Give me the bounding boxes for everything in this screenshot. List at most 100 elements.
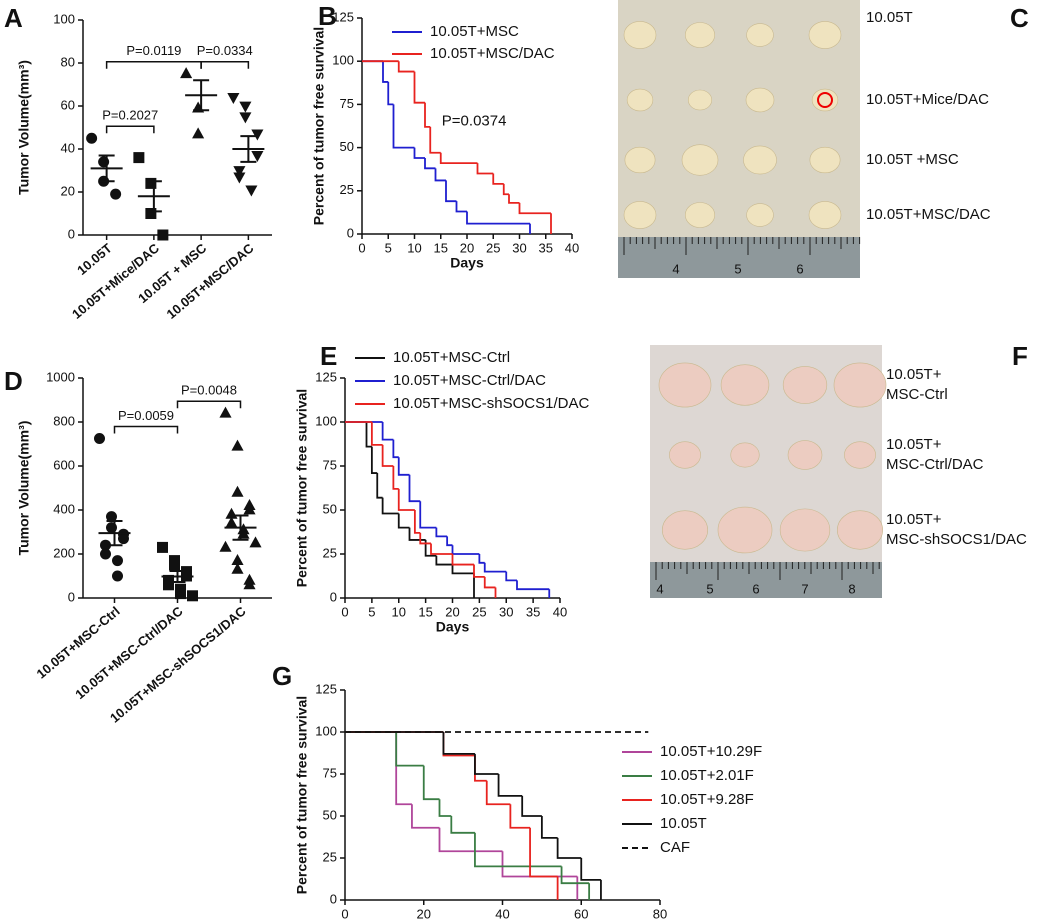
significance-bracket xyxy=(176,400,242,409)
y-axis-label: Percent of tumor free survival xyxy=(294,389,310,587)
x-tick-label: 15 xyxy=(434,240,448,255)
survival-step xyxy=(422,765,440,801)
tumor xyxy=(779,508,831,552)
data-point xyxy=(157,229,169,241)
survival-step xyxy=(473,564,485,578)
survival-step xyxy=(370,422,383,446)
tumor xyxy=(809,146,841,174)
y-tick-label: 125 xyxy=(332,9,354,24)
data-point xyxy=(231,554,244,565)
survival-step xyxy=(474,832,562,868)
survival-step xyxy=(413,71,425,104)
x-tick-label: 10.05T+MSC/DAC xyxy=(164,240,257,322)
survival-step xyxy=(438,827,503,853)
ruler-label: 8 xyxy=(848,581,855,596)
survival-step xyxy=(483,576,496,589)
survival-step xyxy=(424,157,436,170)
panel-letter: G xyxy=(272,661,292,691)
p-value: P=0.0048 xyxy=(181,383,237,398)
x-tick-label: 0 xyxy=(341,906,348,919)
data-point xyxy=(231,562,244,574)
photo-label: 10.05T+Mice/DAC xyxy=(866,91,989,108)
mean-sem xyxy=(232,135,265,163)
data-point xyxy=(100,548,111,560)
survival-step xyxy=(474,755,487,782)
x-axis-label: Days xyxy=(450,255,484,271)
legend-label: 10.05T+9.28F xyxy=(660,791,754,808)
y-tick-label: 75 xyxy=(323,457,337,472)
survival-step xyxy=(381,422,394,441)
survival-step xyxy=(529,827,558,878)
ruler xyxy=(650,562,882,598)
data-point xyxy=(169,559,180,571)
photo-label: 10.05T+ xyxy=(886,436,942,453)
survival-step xyxy=(474,753,499,775)
survival-step xyxy=(392,104,415,149)
survival-step xyxy=(413,510,421,534)
ruler-label: 7 xyxy=(801,581,808,596)
data-point xyxy=(219,406,232,418)
x-tick-label: 30 xyxy=(512,240,526,255)
photo-label: 10.05T +MSC xyxy=(866,151,959,168)
x-tick-label: 5 xyxy=(368,604,375,619)
y-tick-label: 100 xyxy=(53,11,75,26)
survival-step xyxy=(518,202,551,215)
ruler xyxy=(618,237,860,278)
tumor xyxy=(833,362,887,408)
data-point xyxy=(187,590,198,602)
y-axis-label: Percent of tumor free survival xyxy=(294,696,310,894)
ruler-label: 5 xyxy=(734,261,741,276)
ruler-label: 6 xyxy=(752,581,759,596)
data-point xyxy=(175,588,186,600)
p-value: P=0.2027 xyxy=(102,108,158,123)
tumor xyxy=(681,144,719,176)
data-point xyxy=(94,433,105,444)
tumor xyxy=(626,88,654,112)
data-point xyxy=(231,485,244,497)
y-tick-label: 75 xyxy=(340,96,354,111)
x-tick-label: 5 xyxy=(385,240,392,255)
y-tick-label: 100 xyxy=(315,413,337,428)
data-point xyxy=(106,511,117,523)
tumor xyxy=(746,203,774,227)
ruler-label: 5 xyxy=(706,581,713,596)
tumor xyxy=(837,510,883,550)
survival-step xyxy=(381,444,394,467)
legend-label: 10.05T+2.01F xyxy=(660,767,754,784)
data-point xyxy=(251,151,264,163)
tumor xyxy=(808,201,842,229)
survival-step xyxy=(580,858,601,881)
x-tick-label: 20 xyxy=(460,240,474,255)
data-point xyxy=(251,129,264,141)
panel-letter: A xyxy=(4,3,23,33)
survival-step xyxy=(505,571,517,582)
survival-step xyxy=(392,466,399,490)
mean-sem xyxy=(90,154,123,183)
survival-step xyxy=(466,211,530,225)
y-tick-label: 0 xyxy=(68,589,75,604)
y-tick-label: 80 xyxy=(61,54,75,69)
y-tick-label: 100 xyxy=(315,723,337,738)
data-point xyxy=(110,188,122,200)
survival-step xyxy=(556,837,582,859)
survival-step xyxy=(381,497,399,515)
y-tick-label: 100 xyxy=(332,53,354,68)
y-tick-label: 20 xyxy=(61,183,75,198)
y-tick-label: 1000 xyxy=(46,369,75,384)
x-tick-label: 80 xyxy=(653,906,667,919)
survival-step xyxy=(450,816,475,834)
x-tick-label: 40 xyxy=(495,906,509,919)
survival-step xyxy=(413,147,425,159)
tumor xyxy=(730,442,760,468)
tumor xyxy=(808,21,842,49)
tumor xyxy=(684,22,716,48)
data-point xyxy=(118,533,129,545)
x-tick-label: 25 xyxy=(472,604,486,619)
survival-step xyxy=(365,422,372,448)
mean-sem xyxy=(185,79,218,112)
data-point xyxy=(233,172,246,184)
survival-step xyxy=(442,732,475,757)
y-tick-label: 0 xyxy=(330,589,337,604)
survival-step xyxy=(435,555,453,566)
